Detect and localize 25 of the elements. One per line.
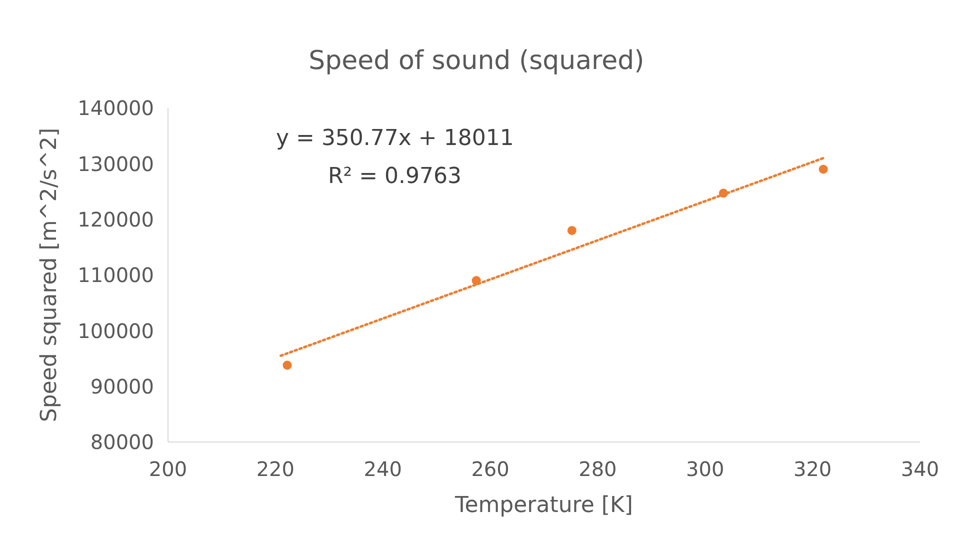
- y-tick-label: 120000: [78, 207, 154, 232]
- point: [282, 360, 292, 370]
- y-tick-label: 80000: [90, 430, 154, 454]
- y-tick-label: 130000: [78, 152, 154, 176]
- x-tick-label: 320: [793, 457, 832, 482]
- annotation: R² = 0.9763: [328, 164, 462, 189]
- point: [472, 276, 481, 286]
- x-tick-label: 200: [148, 457, 188, 482]
- y-tick-label: 110000: [78, 263, 154, 288]
- chart-title: Speed of sound (squared): [308, 46, 646, 76]
- y-tick-label: 100000: [78, 318, 154, 343]
- point: [818, 164, 828, 174]
- y-axis-title: Speed squared [m^2/s^2]: [36, 128, 62, 422]
- x-axis-title: Temperature [K]: [454, 493, 633, 518]
- y-tick-label: 140000: [78, 96, 154, 120]
- x-tick-label: 280: [578, 457, 617, 482]
- x-tick-label: 240: [364, 457, 402, 482]
- x-tick-label: 340: [900, 457, 940, 482]
- x-tick-label: 260: [471, 457, 510, 482]
- point: [567, 226, 576, 235]
- annotation: y = 350.77x + 18011: [276, 126, 514, 151]
- y-tick-label: 90000: [90, 374, 154, 398]
- x-tick-label: 220: [256, 457, 295, 482]
- point: [718, 188, 728, 198]
- x-tick-label: 300: [686, 457, 724, 482]
